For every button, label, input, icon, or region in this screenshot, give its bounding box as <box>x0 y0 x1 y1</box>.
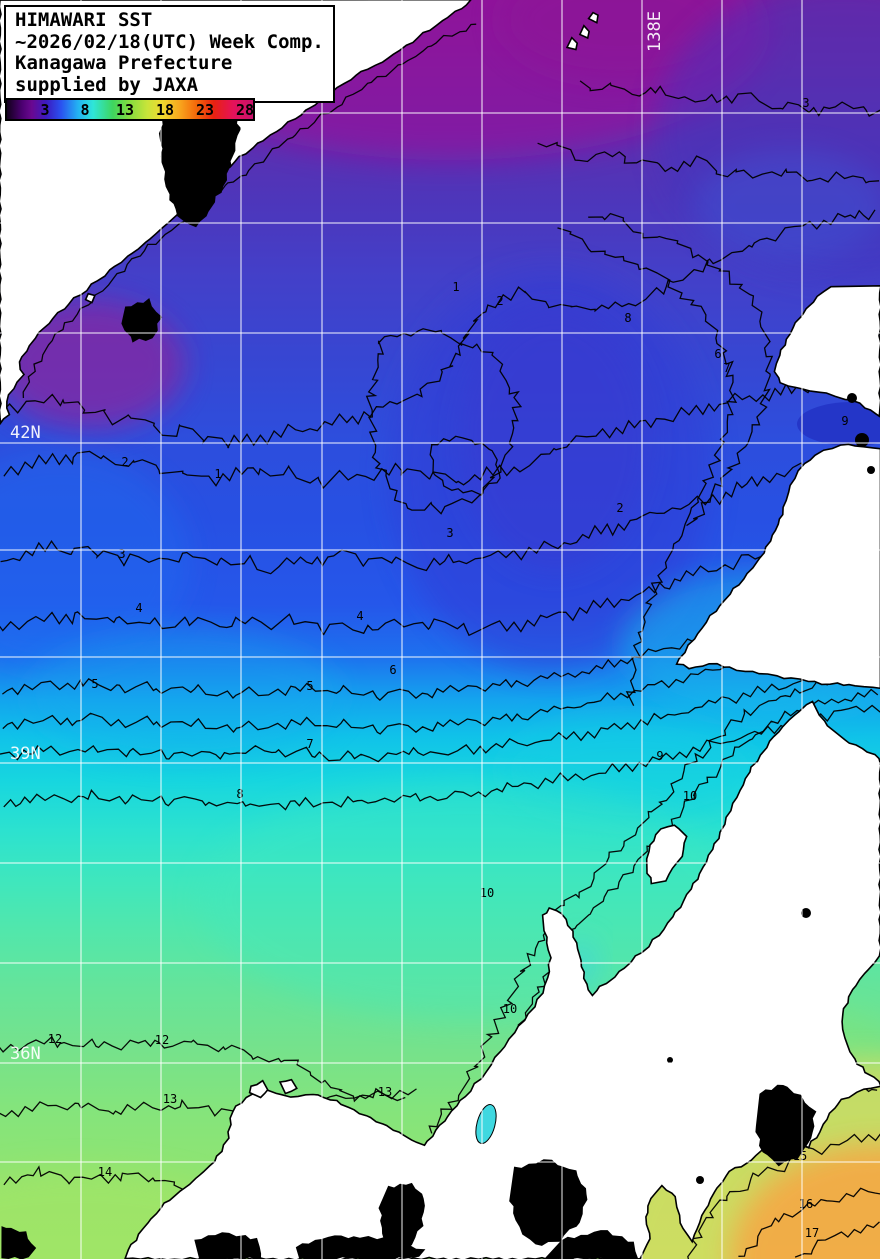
contour-label: 2 <box>496 294 503 308</box>
oki-island-1 <box>248 1079 269 1099</box>
sst-contour-line <box>22 23 477 399</box>
sst-contour-line <box>365 328 523 515</box>
contour-label: 7 <box>723 361 730 375</box>
lake-biwa <box>475 1104 497 1144</box>
colorbar-tick: 3 <box>40 101 50 119</box>
colorbar-tick: 28 <box>235 101 255 119</box>
sst-contour-line <box>557 227 738 706</box>
no-data-dot <box>801 908 811 918</box>
sst-contour-line <box>0 1087 406 1118</box>
sst-patch <box>25 630 345 760</box>
contour-label: 6 <box>389 663 396 677</box>
contour-label: 7 <box>306 737 313 751</box>
no-data-blob <box>509 1159 588 1246</box>
sst-patch <box>460 310 650 570</box>
contour-label: 2 <box>616 501 623 515</box>
no-data-blob <box>545 1230 639 1259</box>
contour-label: 9 <box>656 749 663 763</box>
temperature-colorbar: 3 8 13 18 23 28 <box>5 98 255 121</box>
contour-label: 10 <box>480 886 494 900</box>
contour-label: 4 <box>356 609 363 623</box>
sst-contour-line <box>794 1221 880 1258</box>
contour-label: 5 <box>91 677 98 691</box>
hokkaido-south <box>675 443 880 690</box>
sst-contour-line <box>428 672 880 1134</box>
no-data-dot <box>667 1057 673 1063</box>
contour-label: 5 <box>306 679 313 693</box>
title-source: supplied by JAXA <box>15 73 199 96</box>
contour-label: 1 <box>214 467 221 481</box>
contour-label: 9 <box>841 414 848 428</box>
colorbar-tick: 18 <box>155 101 175 119</box>
no-data-blob <box>295 1235 426 1259</box>
contour-label: 16 <box>799 1197 813 1211</box>
no-data-dot <box>696 1176 704 1184</box>
sst-contour-line <box>579 80 880 117</box>
no-data-blob <box>158 87 242 228</box>
sst-contour-line <box>687 1133 880 1259</box>
colorbar-tick: 8 <box>80 101 90 119</box>
no-data-dot <box>855 433 869 447</box>
contour-label: 3 <box>802 96 809 110</box>
sst-contour-line <box>3 704 880 811</box>
sst-contour-line <box>588 212 774 527</box>
contour-label: 3 <box>446 526 453 540</box>
sst-patch <box>730 1144 880 1259</box>
graticule-label: 39N <box>10 744 41 764</box>
coast-islet-2 <box>578 24 590 40</box>
no-data-dot <box>867 466 875 474</box>
sst-contour-line <box>738 1187 880 1257</box>
sst-contour-line <box>0 532 880 637</box>
contour-label: 12 <box>155 1033 169 1047</box>
oki-island-2 <box>278 1078 298 1095</box>
no-data-dot <box>847 393 857 403</box>
sst-contour-line <box>537 141 880 184</box>
title-date: ~2026/02/18(UTC) Week Comp. <box>15 30 324 53</box>
no-data-blob <box>194 1232 262 1259</box>
graticule-label: 36N <box>10 1044 41 1064</box>
sst-contour-line <box>0 1035 417 1103</box>
contour-label: 10 <box>683 789 697 803</box>
sst-patch <box>695 150 880 260</box>
coast-islet-4 <box>84 292 96 304</box>
contour-label: 4 <box>135 601 142 615</box>
sst-patch <box>0 450 190 670</box>
sst-contour-line <box>0 450 876 575</box>
contour-label: 3 <box>118 547 125 561</box>
contour-label: 13 <box>163 1092 177 1106</box>
contour-label: 12 <box>48 1032 62 1046</box>
sst-patch <box>200 780 740 1020</box>
sst-contour-line <box>0 209 876 449</box>
colorbar-tick: 13 <box>115 101 135 119</box>
graticule-label: 42N <box>10 423 41 443</box>
contour-label: 14 <box>98 1165 112 1179</box>
sst-contour-line <box>429 435 501 497</box>
coast-islet-3 <box>565 36 579 51</box>
contour-label: 2 <box>121 455 128 469</box>
no-data-blob <box>1 1226 37 1259</box>
sst-contour-line <box>0 664 877 763</box>
graticule-label: 138E <box>645 11 665 52</box>
contour-label: 8 <box>236 787 243 801</box>
coast-islet-1 <box>587 11 599 24</box>
contour-label: 10 <box>503 1002 517 1016</box>
title-product: HIMAWARI SST <box>15 9 153 31</box>
title-region: Kanagawa Prefecture <box>15 52 233 74</box>
colorbar-tick: 23 <box>195 101 215 119</box>
no-data-blob <box>755 1084 817 1167</box>
contour-label: 6 <box>714 347 721 361</box>
sst-contour-line <box>3 373 880 490</box>
no-data-blob <box>121 298 163 343</box>
map-title-box: HIMAWARI SST ~2026/02/18(UTC) Week Comp.… <box>4 5 335 103</box>
contour-label: 1 <box>452 280 459 294</box>
contour-label: 8 <box>624 311 631 325</box>
contour-label: 17 <box>805 1226 819 1240</box>
contour-label: 13 <box>378 1085 392 1099</box>
